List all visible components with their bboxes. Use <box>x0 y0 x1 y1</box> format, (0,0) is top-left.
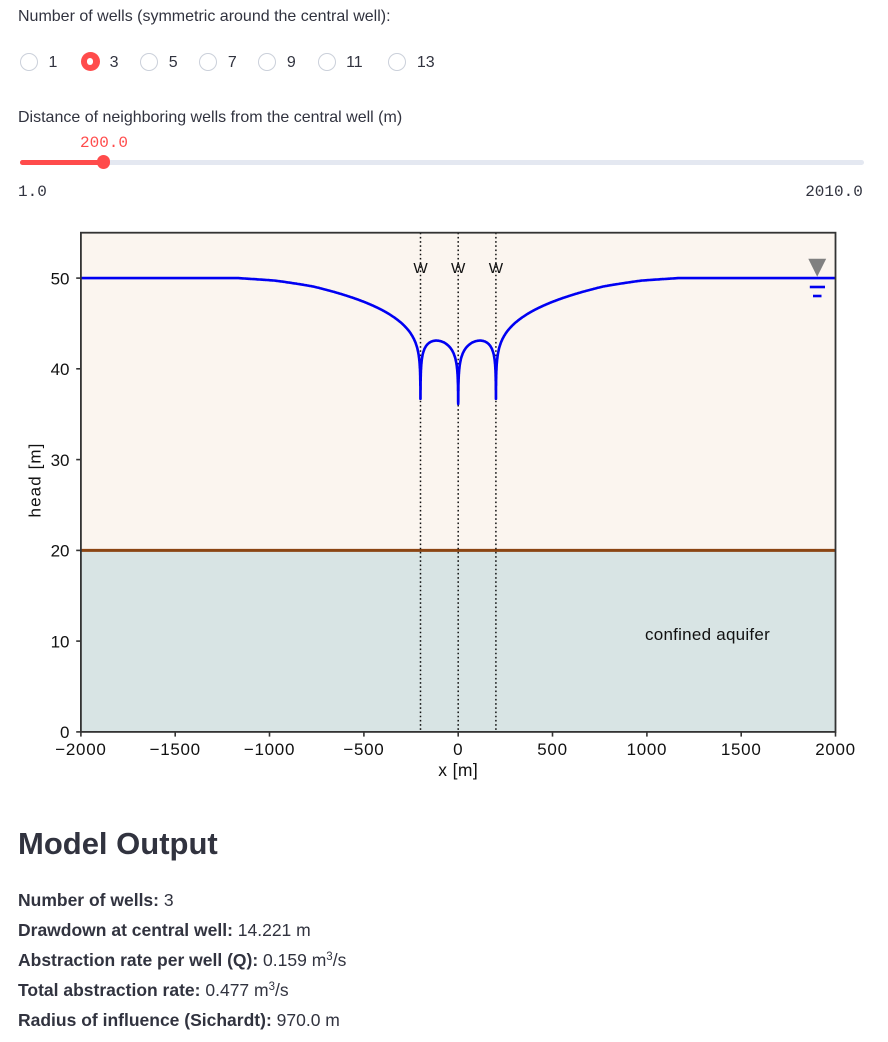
svg-text:−1000: −1000 <box>244 740 295 759</box>
svg-text:50: 50 <box>51 269 70 288</box>
svg-text:2000: 2000 <box>815 740 856 759</box>
svg-text:W: W <box>451 260 466 277</box>
svg-text:head [m]: head [m] <box>26 443 45 518</box>
svg-text:0: 0 <box>453 740 463 759</box>
svg-text:−2000: −2000 <box>55 740 106 759</box>
svg-text:0: 0 <box>60 723 69 742</box>
svg-text:20: 20 <box>51 542 70 561</box>
svg-text:1000: 1000 <box>627 740 668 759</box>
svg-text:1500: 1500 <box>721 740 762 759</box>
svg-text:−1500: −1500 <box>150 740 201 759</box>
svg-text:confined aquifer: confined aquifer <box>645 625 770 644</box>
svg-text:10: 10 <box>51 632 70 651</box>
svg-text:500: 500 <box>537 740 567 759</box>
svg-text:W: W <box>413 260 428 277</box>
svg-text:30: 30 <box>51 451 70 470</box>
svg-text:40: 40 <box>51 360 70 379</box>
svg-text:W: W <box>489 260 504 277</box>
svg-text:−500: −500 <box>343 740 384 759</box>
svg-text:x [m]: x [m] <box>438 760 478 780</box>
